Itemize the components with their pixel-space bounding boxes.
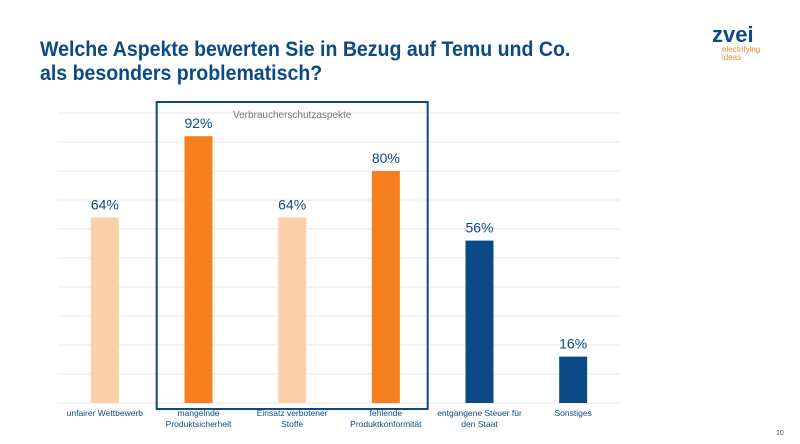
bar — [465, 240, 494, 403]
category-label: Produktsicherheit — [166, 419, 232, 429]
page-title: Welche Aspekte bewerten Sie in Bezug auf… — [40, 38, 571, 85]
data-label: 56% — [465, 220, 493, 236]
category-label: mangelnde — [177, 408, 219, 418]
data-label: 64% — [278, 196, 306, 212]
category-label: Einsatz verbotener — [257, 408, 328, 418]
data-label: 80% — [372, 150, 400, 166]
bar — [184, 136, 213, 403]
category-label: Produktkonformität — [350, 419, 422, 429]
data-label: 64% — [91, 196, 119, 212]
category-label: den Staat — [461, 419, 498, 429]
bar — [371, 171, 400, 403]
page-number: 10 — [776, 430, 784, 437]
bar — [559, 356, 588, 403]
category-label: Stoffe — [281, 419, 303, 429]
bar — [278, 217, 307, 403]
category-label: entgangene Steuer für — [437, 408, 522, 418]
bar — [90, 217, 119, 403]
logo-word: zvei — [712, 22, 754, 47]
data-label: 16% — [559, 336, 587, 352]
zvei-logo: zvei electrifying ideas — [712, 24, 760, 62]
group-box — [155, 101, 429, 410]
logo-tagline: electrifying — [722, 45, 761, 54]
category-label: Sonstiges — [554, 408, 591, 418]
category-label: fehlende — [370, 408, 403, 418]
category-label: unfairer Wettbewerb — [67, 408, 144, 418]
logo-tagline: ideas — [722, 53, 742, 62]
data-label: 92% — [184, 115, 212, 131]
group-label: Verbraucherschutzaspekte — [233, 110, 352, 121]
